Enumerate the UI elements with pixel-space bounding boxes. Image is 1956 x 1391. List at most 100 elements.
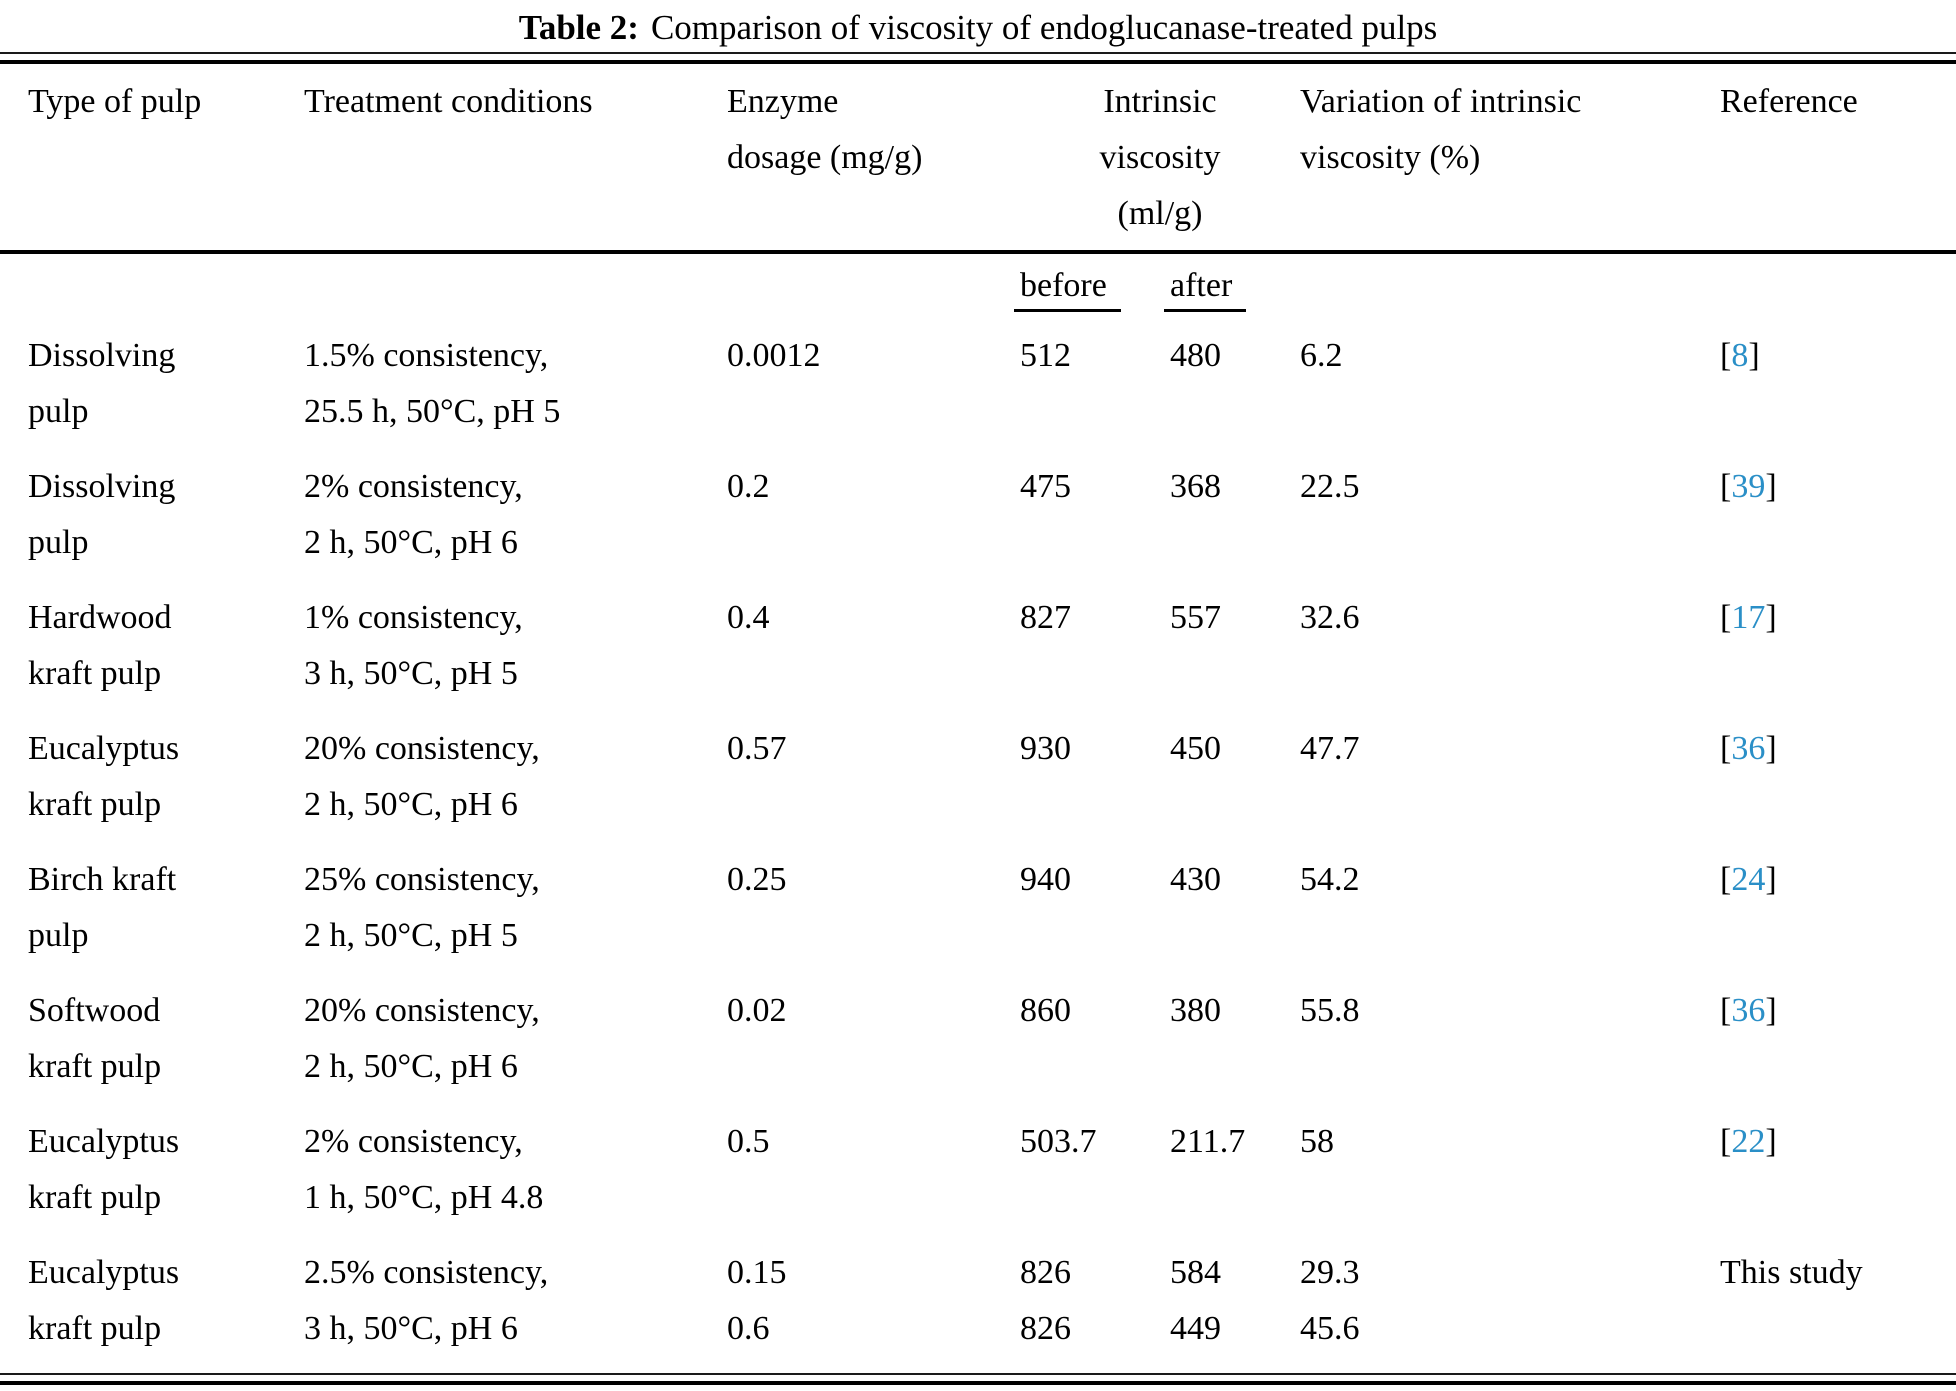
- header-reference: Reference: [1720, 74, 1956, 242]
- type-of-pulp-line2: kraft pulp: [28, 786, 162, 823]
- viscosity-after-value-line1: 450: [1170, 730, 1221, 767]
- enzyme-dosage-value-line1: 0.25: [727, 861, 787, 898]
- viscosity-after-value-line2: [1170, 1039, 1300, 1095]
- type-of-pulp-line2: pulp: [28, 524, 89, 561]
- enzyme-dosage-value-line1: 0.15: [727, 1254, 787, 1291]
- viscosity-before-value-line2: [1020, 515, 1170, 571]
- cell-treatment-conditions: 20% consistency, 2 h, 50°C, pH 6: [304, 721, 727, 833]
- enzyme-dosage-value-line1: 0.02: [727, 992, 787, 1029]
- reference-link[interactable]: 17: [1731, 599, 1766, 636]
- enzyme-dosage-value-line2: 0.6: [727, 1310, 770, 1347]
- cell-treatment-conditions: 1.5% consistency, 25.5 h, 50°C, pH 5: [304, 328, 727, 440]
- reference-bracket-close: ]: [1765, 468, 1777, 505]
- reference-bracket-open: [: [1720, 337, 1732, 374]
- variation-value-line2: [1300, 908, 1720, 964]
- enzyme-dosage-value-line1: 0.57: [727, 730, 787, 767]
- variation-value-line1: 22.5: [1300, 468, 1360, 505]
- cell-viscosity-before: 503.7: [1020, 1114, 1170, 1226]
- cell-variation: 47.7: [1300, 721, 1720, 833]
- viscosity-after-value-line2: [1170, 384, 1300, 440]
- reference-line2: [1720, 384, 1956, 440]
- reference-link[interactable]: 8: [1731, 337, 1749, 374]
- reference-link[interactable]: 39: [1731, 468, 1766, 505]
- table-row: Eucalyptus kraft pulp 20% consistency, 2…: [0, 721, 1956, 833]
- treatment-conditions-line2: 1 h, 50°C, pH 4.8: [304, 1179, 544, 1216]
- viscosity-after-value-line1: 211.7: [1170, 1123, 1246, 1160]
- cell-treatment-conditions: 2.5% consistency, 3 h, 50°C, pH 6: [304, 1245, 727, 1357]
- cell-enzyme-dosage: 0.25: [727, 852, 1020, 964]
- header-variation-viscosity-line1: Variation of intrinsic: [1300, 83, 1582, 120]
- cell-variation: 54.2: [1300, 852, 1720, 964]
- treatment-conditions-line2: 2 h, 50°C, pH 6: [304, 524, 518, 561]
- treatment-conditions-line1: 2.5% consistency,: [304, 1254, 549, 1291]
- cell-variation: 58: [1300, 1114, 1720, 1226]
- reference-link[interactable]: 36: [1731, 730, 1766, 767]
- header-variation-viscosity-line2: viscosity (%): [1300, 139, 1481, 176]
- cell-enzyme-dosage: 0.0012: [727, 328, 1020, 440]
- reference-link[interactable]: 24: [1731, 861, 1766, 898]
- type-of-pulp-line1: Eucalyptus: [28, 1123, 180, 1160]
- reference-bracket-close: ]: [1765, 992, 1777, 1029]
- subheader-spacer: [304, 266, 727, 312]
- table-row: Hardwood kraft pulp 1% consistency, 3 h,…: [0, 590, 1956, 702]
- viscosity-before-value-line2: [1020, 908, 1170, 964]
- cell-viscosity-after: 430: [1170, 852, 1300, 964]
- type-of-pulp-line2: kraft pulp: [28, 655, 162, 692]
- cell-type-of-pulp: Eucalyptus kraft pulp: [28, 721, 304, 833]
- viscosity-after-value-line1: 557: [1170, 599, 1221, 636]
- reference-bracket-close: ]: [1748, 337, 1760, 374]
- type-of-pulp-line2: pulp: [28, 917, 89, 954]
- viscosity-before-value-line1: 475: [1020, 468, 1071, 505]
- reference-bracket-open: [: [1720, 599, 1732, 636]
- variation-value-line2: [1300, 1039, 1720, 1095]
- table-caption-label: Table 2:: [518, 8, 639, 47]
- header-bottom-rule: [0, 250, 1956, 254]
- viscosity-before-value-line1: 503.7: [1020, 1123, 1097, 1160]
- cell-enzyme-dosage: 0.4: [727, 590, 1020, 702]
- subheader-spacer: [727, 266, 1020, 312]
- subheader-spacer: [1300, 266, 1720, 312]
- viscosity-before-value-line2: [1020, 1039, 1170, 1095]
- cell-enzyme-dosage: 0.2: [727, 459, 1020, 571]
- header-treatment-conditions-label: Treatment conditions: [304, 83, 593, 120]
- type-of-pulp-line2: pulp: [28, 393, 89, 430]
- reference-line2: [1720, 1301, 1956, 1357]
- cell-variation: 32.6: [1300, 590, 1720, 702]
- treatment-conditions-line2: 3 h, 50°C, pH 6: [304, 1310, 518, 1347]
- treatment-conditions-line1: 25% consistency,: [304, 861, 540, 898]
- table-row: Softwood kraft pulp 20% consistency, 2 h…: [0, 983, 1956, 1095]
- variation-value-line2: [1300, 646, 1720, 702]
- bottom-rule: [0, 1373, 1956, 1385]
- viscosity-after-value-line1: 368: [1170, 468, 1221, 505]
- viscosity-after-value-line1: 430: [1170, 861, 1221, 898]
- subheader-row: before after: [0, 254, 1956, 326]
- subheader-before-cell: before: [1014, 266, 1170, 312]
- reference-link[interactable]: 22: [1731, 1123, 1766, 1160]
- cell-type-of-pulp: Birch kraft pulp: [28, 852, 304, 964]
- reference-link[interactable]: 36: [1731, 992, 1766, 1029]
- viscosity-before-value-line2: [1020, 646, 1170, 702]
- cell-viscosity-before: 860: [1020, 983, 1170, 1095]
- variation-value-line1: 32.6: [1300, 599, 1360, 636]
- cell-variation: 55.8: [1300, 983, 1720, 1095]
- table-body: Dissolving pulp 1.5% consistency, 25.5 h…: [0, 326, 1956, 1357]
- viscosity-before-value-line2: [1020, 384, 1170, 440]
- reference-bracket-open: [: [1720, 730, 1732, 767]
- reference-plain-text: This study: [1720, 1254, 1863, 1291]
- viscosity-after-value-line1: 380: [1170, 992, 1221, 1029]
- enzyme-dosage-value-line2: [727, 384, 1020, 440]
- cell-reference: [36]: [1720, 721, 1956, 833]
- viscosity-after-value-line2: [1170, 1170, 1300, 1226]
- cell-enzyme-dosage: 0.02: [727, 983, 1020, 1095]
- cell-reference: [22]: [1720, 1114, 1956, 1226]
- cell-viscosity-before: 940: [1020, 852, 1170, 964]
- viscosity-before-value-line1: 930: [1020, 730, 1071, 767]
- type-of-pulp-line2: kraft pulp: [28, 1179, 162, 1216]
- type-of-pulp-line1: Dissolving: [28, 337, 176, 374]
- viscosity-after-value-line2: [1170, 777, 1300, 833]
- cell-treatment-conditions: 2% consistency, 2 h, 50°C, pH 6: [304, 459, 727, 571]
- cell-reference: [24]: [1720, 852, 1956, 964]
- variation-value-line2: 45.6: [1300, 1310, 1360, 1347]
- enzyme-dosage-value-line1: 0.2: [727, 468, 770, 505]
